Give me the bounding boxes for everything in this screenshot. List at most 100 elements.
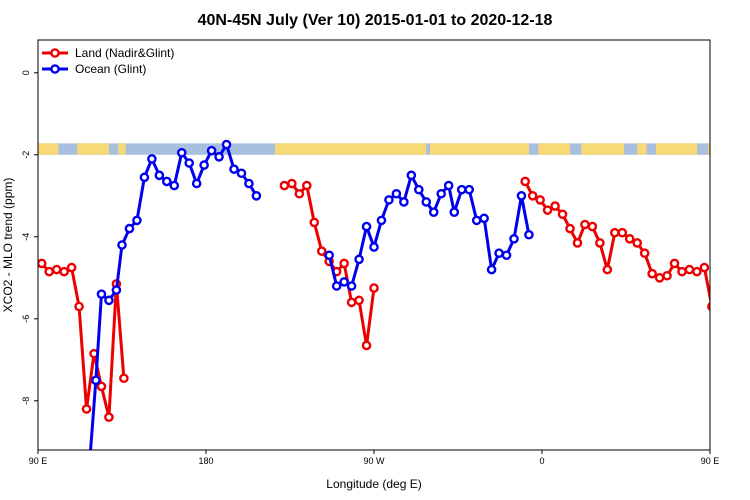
data-point <box>119 373 129 384</box>
data-point <box>624 234 635 244</box>
x-tick-label: 180 <box>198 456 213 466</box>
data-point <box>524 229 534 240</box>
data-point <box>369 242 379 252</box>
data-point <box>301 180 312 191</box>
data-point <box>669 258 680 269</box>
data-point <box>147 154 157 164</box>
legend: Land (Nadir&Glint) Ocean (Glint) <box>42 46 174 76</box>
data-point <box>81 404 92 414</box>
data-point <box>738 297 745 304</box>
data-point <box>610 227 620 238</box>
land-band-segment <box>118 143 126 155</box>
data-point <box>324 250 335 261</box>
land-band-segment <box>538 143 570 155</box>
data-point <box>132 215 142 226</box>
data-point <box>38 258 47 269</box>
series-line <box>327 173 531 288</box>
data-point <box>279 180 290 191</box>
series-line <box>723 159 750 454</box>
data-point <box>632 238 643 248</box>
series-layer <box>38 139 750 454</box>
data-point <box>87 449 93 450</box>
legend-marker <box>50 48 60 58</box>
series-1 <box>87 139 750 454</box>
data-point <box>154 170 165 181</box>
legend-item-0: Land (Nadir&Glint) <box>42 46 174 60</box>
data-point <box>565 223 575 234</box>
data-point <box>456 184 467 195</box>
data-point <box>124 223 135 234</box>
data-point <box>369 283 379 293</box>
data-point <box>436 188 447 199</box>
data-point <box>354 254 364 265</box>
data-point <box>746 280 750 287</box>
data-point <box>111 285 122 295</box>
data-point <box>486 264 497 275</box>
x-tick-label: 90 E <box>29 456 48 466</box>
data-point <box>516 190 527 201</box>
x-tick-label: 0 <box>539 456 544 466</box>
legend-label: Land (Nadir&Glint) <box>75 46 174 60</box>
data-point <box>206 145 217 156</box>
data-point <box>707 302 710 311</box>
data-point <box>346 281 357 291</box>
data-point <box>316 246 327 256</box>
data-point <box>443 180 454 191</box>
data-point <box>236 168 247 179</box>
data-point <box>117 240 127 250</box>
data-point <box>399 197 409 207</box>
data-point <box>354 295 364 306</box>
land-ocean-band <box>38 143 710 155</box>
data-point <box>361 221 372 232</box>
land-band-segment <box>655 143 697 155</box>
data-point <box>104 412 114 423</box>
data-point <box>662 270 672 281</box>
data-point <box>602 264 613 275</box>
data-point <box>309 217 320 228</box>
land-band-segment <box>581 143 625 155</box>
x-tick-label: 90 W <box>363 456 385 466</box>
land-band-segment <box>77 143 109 155</box>
y-tick-label: -2 <box>21 151 31 159</box>
data-point <box>251 190 262 201</box>
data-point <box>391 188 402 199</box>
y-tick-label: -8 <box>21 397 31 405</box>
land-band-segment <box>708 143 710 155</box>
data-point <box>746 287 750 294</box>
data-point <box>331 281 342 291</box>
y-tick-label: -4 <box>21 233 31 241</box>
data-point <box>731 291 738 298</box>
data-point <box>617 227 628 238</box>
data-point <box>184 158 194 168</box>
data-point <box>677 266 687 277</box>
data-point <box>639 248 650 258</box>
data-point <box>44 266 55 277</box>
y-axis-label: XCO2 - MLO trend (ppm) <box>1 178 15 313</box>
data-point <box>557 209 568 220</box>
data-point <box>169 180 180 191</box>
land-band-segment <box>38 143 59 155</box>
data-point <box>339 258 349 269</box>
data-point <box>66 262 77 273</box>
data-point <box>294 188 305 199</box>
legend-marker <box>50 64 60 74</box>
data-point <box>361 340 372 351</box>
data-point <box>214 152 224 162</box>
data-point <box>199 160 209 170</box>
data-point <box>550 201 560 211</box>
data-point <box>684 264 695 275</box>
land-band-segment <box>275 143 427 155</box>
data-point <box>384 195 394 205</box>
data-point <box>647 268 657 279</box>
data-point <box>520 176 531 187</box>
data-point <box>221 139 232 150</box>
data-point <box>494 248 504 258</box>
data-point <box>244 178 254 189</box>
y-axis-ticks: 0 -2 -4 -6 -8 <box>21 70 38 405</box>
data-point <box>692 266 702 277</box>
chart-title: 40N-45N July (Ver 10) 2015-01-01 to 2020… <box>198 12 553 29</box>
x-tick-label: 90 E <box>701 456 720 466</box>
data-point <box>535 195 545 205</box>
y-tick-label: -6 <box>21 315 31 323</box>
